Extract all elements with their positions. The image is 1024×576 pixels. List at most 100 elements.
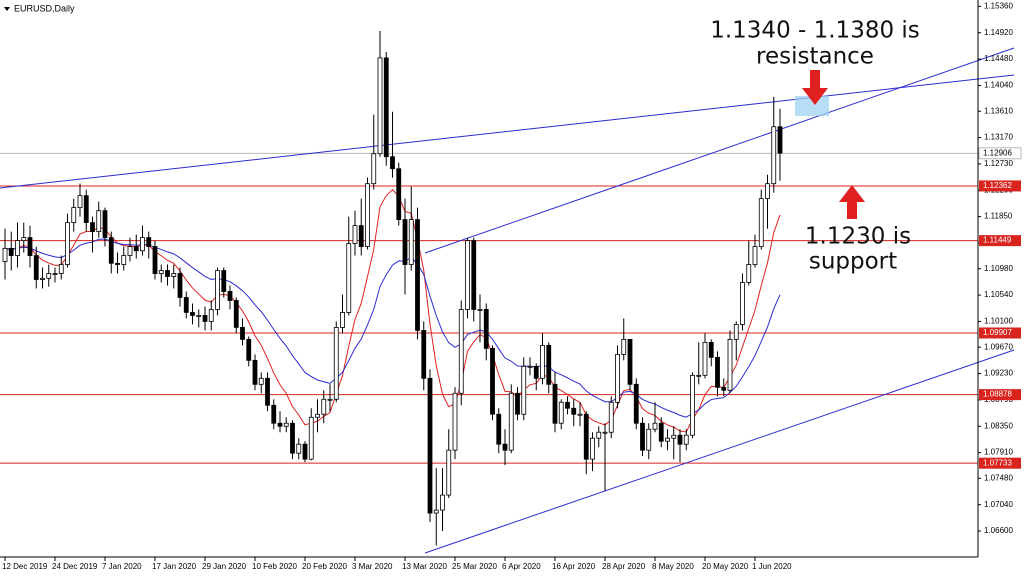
candle [715,351,720,397]
candle [290,420,295,460]
candles [2,30,783,546]
y-tick-label: 1.13610 [984,106,1013,115]
candle-body [602,431,608,434]
candle-body [390,156,395,170]
candle [408,186,414,271]
x-tick-label: 1 Jun 2020 [752,562,792,571]
y-tick-label: 1.07040 [984,500,1013,509]
candle [358,198,364,256]
candle-body [752,246,758,265]
candle-body [83,195,89,224]
candle-body [115,262,120,265]
candle-body [302,443,308,460]
candle [596,426,602,448]
candle-body [33,255,39,280]
x-tick-label: 12 Dec 2019 [2,562,48,571]
y-tick-label: 1.06600 [984,526,1013,535]
candle-body [565,401,570,409]
candle-body [265,377,270,406]
candle-body [683,434,689,445]
down-arrow [802,70,828,105]
candle-body [77,195,83,209]
candle-body [333,327,339,400]
candle [96,201,102,238]
candle [246,336,252,367]
candle [271,399,277,430]
candle [702,333,708,379]
candle [27,225,33,268]
candle [215,267,220,316]
level-label: 1.12362 [983,181,1012,190]
candle-body [527,365,533,368]
candle [771,96,777,193]
candle [633,378,639,430]
candle-body [27,237,33,256]
candle [133,234,139,259]
candle-body [396,168,402,221]
candle-body [190,312,195,316]
candle [440,468,445,532]
candle [521,357,527,421]
candle-body [183,297,189,313]
candle-body [246,338,252,361]
candle-body [165,270,170,277]
x-tick-label: 24 Dec 2019 [52,562,98,571]
candle-body [596,431,602,439]
candle [240,318,245,346]
candle [765,174,770,229]
candle [21,222,27,253]
candle-body [702,341,708,376]
y-tick-label: 1.10540 [984,290,1013,299]
x-tick-label: 6 Apr 2020 [502,562,541,571]
candle-body [196,315,202,317]
candle [296,438,302,460]
candle-body [271,404,277,424]
candle-body [671,434,677,439]
candle [321,390,327,424]
candle [740,273,745,331]
candle [115,252,120,274]
level-label: 1.11449 [983,236,1012,245]
candle-body [746,264,752,283]
candle [71,198,77,232]
candle-body [2,247,8,262]
candle-body [133,246,139,252]
current-price-label: 1.12906 [983,148,1012,157]
candle-body [158,270,164,274]
candle [365,177,370,250]
candle-body [771,126,777,185]
x-tick-label: 28 Apr 2020 [602,562,646,571]
candle-body [15,240,20,256]
candle-body [621,338,627,355]
candle [696,342,702,385]
candle [652,402,658,433]
candle [227,285,233,310]
candle-body [533,365,539,379]
candle [533,363,539,391]
candle [340,294,345,334]
arrow-shaft [847,200,857,219]
candle-body [627,338,633,385]
candle-body [440,494,445,511]
menu-icon [4,7,10,11]
candle-body [665,437,670,442]
level-label-box [979,389,1021,401]
candle-body [608,401,614,433]
candle [683,429,689,451]
candle-body [483,309,489,349]
candle [121,246,127,271]
candle-body [677,434,683,445]
candle [640,417,645,457]
candle-body [652,422,658,430]
candle-body [108,237,114,264]
trendlines [0,47,1015,554]
candle [327,384,333,412]
y-tick-label: 1.10100 [984,317,1013,326]
candle-body [758,198,764,247]
candle [508,384,514,454]
candle-body [715,356,720,388]
candle [171,264,177,289]
candle-body [233,300,239,328]
x-tick-label: 25 Mar 2020 [452,562,497,571]
candle [452,387,458,460]
